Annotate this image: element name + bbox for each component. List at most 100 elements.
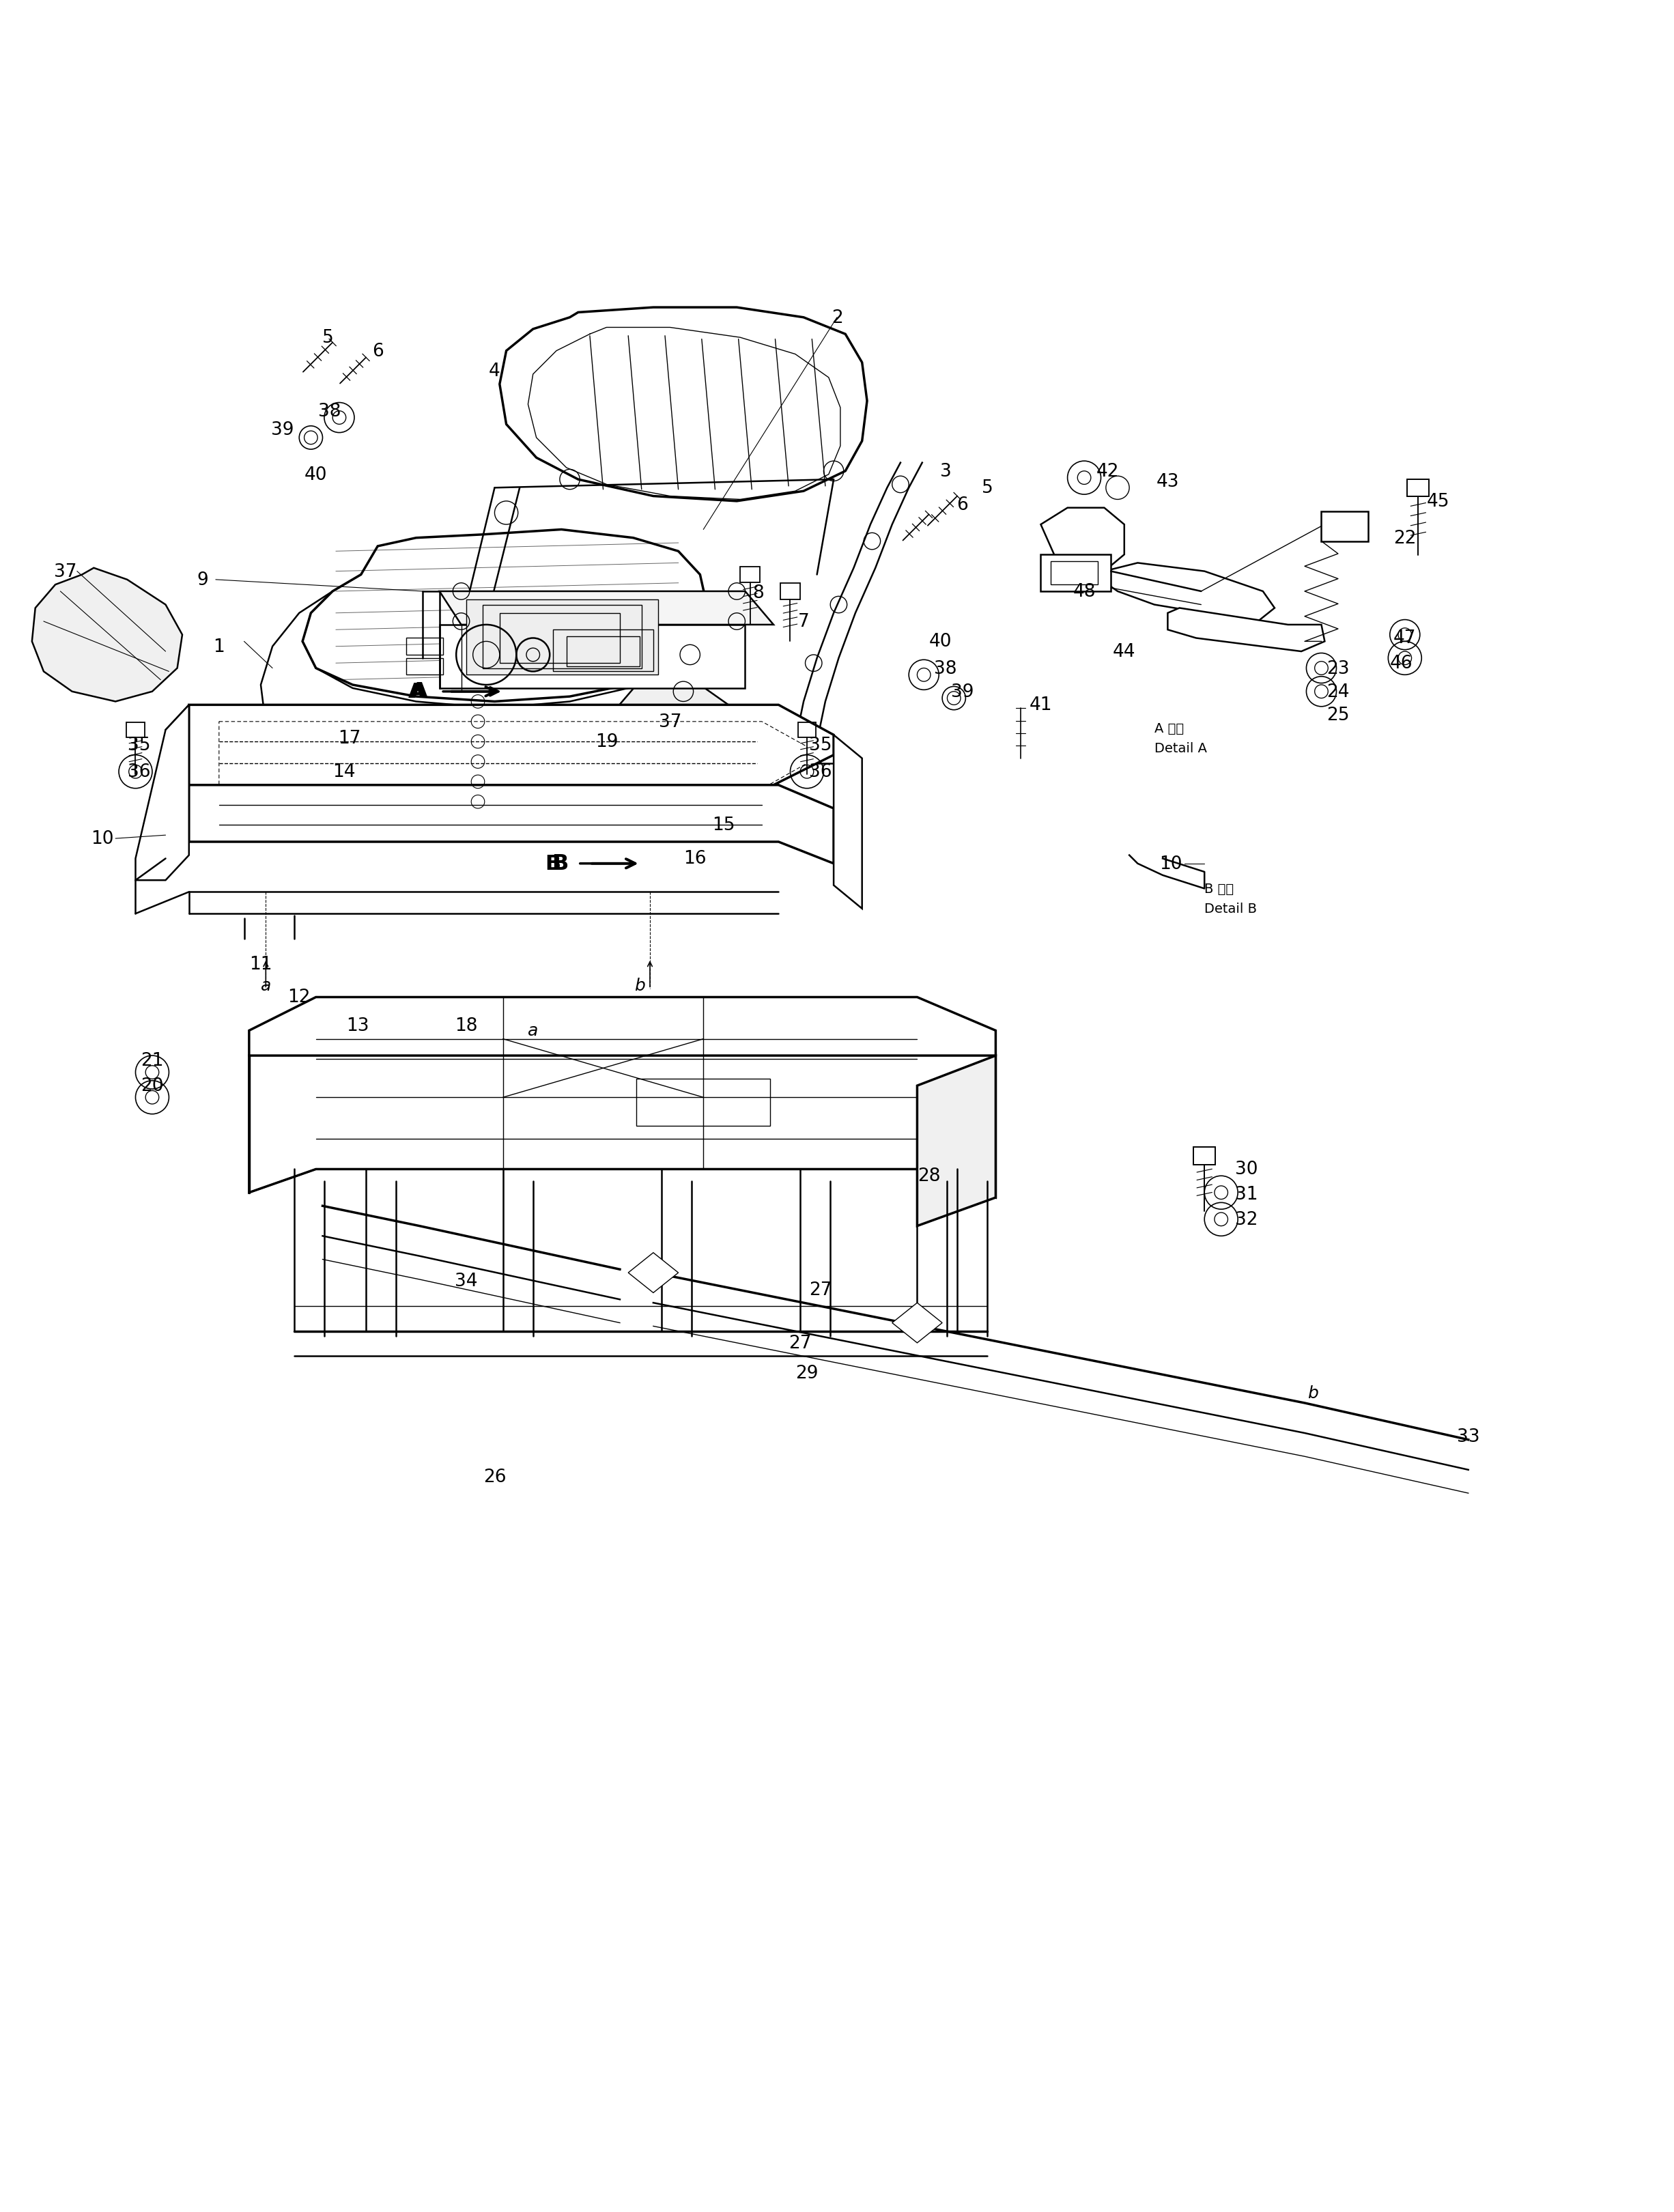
Text: 37: 37 [54, 562, 77, 580]
Bar [407, 639, 444, 655]
Text: 27: 27 [788, 1334, 812, 1352]
Text: 15: 15 [711, 816, 735, 834]
Text: 29: 29 [795, 1365, 819, 1382]
Bar [740, 566, 760, 584]
Bar [407, 659, 444, 675]
Polygon shape [249, 998, 996, 1086]
Text: b: b [1307, 1385, 1319, 1402]
Text: 32: 32 [1235, 1210, 1257, 1228]
Polygon shape [606, 675, 740, 792]
Text: 44: 44 [1113, 644, 1135, 661]
Text: 36: 36 [809, 763, 832, 781]
Text: 22: 22 [1393, 529, 1416, 546]
Text: B: B [546, 854, 561, 874]
Bar [1194, 1148, 1215, 1166]
Polygon shape [440, 593, 773, 626]
Polygon shape [189, 706, 834, 785]
Text: 11: 11 [249, 956, 273, 973]
Text: 3: 3 [939, 462, 951, 480]
Text: 4: 4 [489, 363, 501, 380]
Bar [1408, 480, 1430, 498]
Text: 12: 12 [288, 989, 311, 1006]
Polygon shape [1041, 509, 1125, 580]
Bar [1321, 511, 1368, 542]
Text: 5: 5 [321, 330, 333, 347]
Text: 17: 17 [338, 730, 360, 748]
Polygon shape [32, 568, 182, 701]
Text: 30: 30 [1235, 1161, 1257, 1179]
Text: 42: 42 [1096, 462, 1118, 480]
Text: 14: 14 [333, 763, 355, 781]
Text: 25: 25 [1326, 706, 1349, 723]
Polygon shape [189, 785, 834, 865]
Text: 18: 18 [455, 1018, 477, 1035]
Text: 38: 38 [934, 659, 958, 677]
Text: b: b [634, 978, 646, 993]
Text: 20: 20 [141, 1077, 164, 1095]
Text: 37: 37 [658, 712, 681, 730]
Text: a: a [261, 978, 271, 993]
Text: 7: 7 [798, 613, 809, 630]
Text: 48: 48 [1073, 582, 1095, 602]
Polygon shape [628, 1252, 678, 1294]
Text: 24: 24 [1326, 684, 1349, 701]
Text: 38: 38 [318, 403, 341, 420]
Text: B 詳細: B 詳細 [1205, 883, 1234, 896]
Text: 10: 10 [1160, 856, 1182, 874]
Text: 23: 23 [1326, 659, 1349, 677]
Bar [636, 1079, 770, 1126]
Text: 6: 6 [372, 343, 383, 361]
Text: 10: 10 [90, 830, 114, 847]
Text: 39: 39 [951, 684, 974, 701]
Bar [467, 599, 658, 675]
Text: 35: 35 [809, 737, 832, 754]
Text: 1: 1 [213, 637, 224, 655]
Text: 39: 39 [271, 420, 295, 438]
Text: 9: 9 [196, 571, 208, 588]
Bar [552, 630, 653, 672]
Text: 8: 8 [753, 584, 765, 602]
Text: 5: 5 [981, 480, 993, 498]
Text: 36: 36 [127, 763, 151, 781]
Bar [1041, 555, 1112, 593]
Polygon shape [440, 626, 745, 688]
Text: 27: 27 [809, 1281, 832, 1298]
Text: 43: 43 [1157, 473, 1178, 491]
Text: Detail B: Detail B [1205, 902, 1257, 916]
Text: Detail A: Detail A [1155, 743, 1207, 754]
Text: 40: 40 [929, 633, 953, 650]
Bar [126, 723, 144, 737]
Text: 28: 28 [917, 1168, 941, 1186]
Text: 31: 31 [1235, 1186, 1257, 1203]
Bar [499, 613, 619, 664]
Text: 19: 19 [594, 732, 618, 750]
Bar [798, 723, 817, 737]
Bar [1051, 562, 1098, 584]
Polygon shape [1168, 608, 1324, 653]
Text: 33: 33 [1456, 1427, 1480, 1444]
Polygon shape [1101, 564, 1274, 622]
Text: 13: 13 [347, 1018, 368, 1035]
Text: 46: 46 [1389, 655, 1413, 672]
Text: 34: 34 [455, 1272, 477, 1290]
Bar [454, 796, 502, 825]
Polygon shape [917, 1055, 996, 1225]
Polygon shape [249, 1055, 996, 1199]
Text: 47: 47 [1393, 630, 1416, 648]
Text: A: A [412, 681, 429, 703]
Text: 45: 45 [1426, 493, 1450, 511]
Polygon shape [166, 706, 189, 810]
Polygon shape [834, 734, 862, 909]
Text: 41: 41 [1030, 697, 1053, 714]
Polygon shape [499, 307, 867, 502]
Polygon shape [136, 706, 189, 880]
Text: 6: 6 [956, 495, 968, 513]
Text: a: a [527, 1022, 539, 1040]
Text: 21: 21 [141, 1053, 164, 1071]
Bar [780, 584, 800, 599]
Text: 26: 26 [484, 1469, 506, 1486]
Polygon shape [892, 1303, 942, 1343]
Text: 35: 35 [127, 737, 151, 754]
Polygon shape [303, 531, 706, 701]
Text: 40: 40 [305, 467, 328, 484]
